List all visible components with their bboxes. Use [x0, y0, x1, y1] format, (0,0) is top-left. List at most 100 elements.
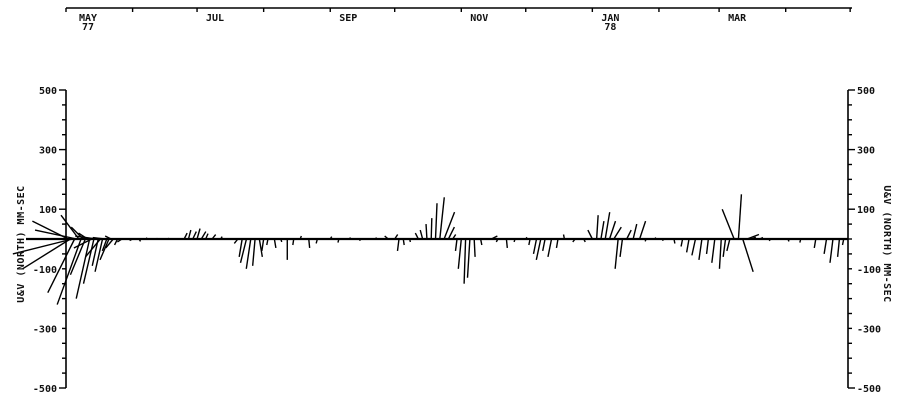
vector-stick	[155, 237, 158, 240]
vector-stick	[759, 236, 764, 240]
vector-stick	[600, 221, 605, 240]
vector-stick	[626, 229, 632, 240]
vector-stick	[374, 237, 378, 240]
vector-stick	[813, 238, 817, 249]
vector-stick	[525, 236, 528, 240]
vector-stick	[22, 238, 71, 270]
vector-stick	[619, 238, 624, 257]
vector-stick	[402, 238, 405, 246]
vector-stick	[691, 238, 697, 256]
y-tick-label: -500	[33, 384, 57, 395]
vector-stick	[105, 238, 114, 249]
y-axis-left: 500 300 100 -100 -300 -500	[33, 86, 67, 395]
vector-stick	[113, 238, 119, 246]
vector-stick	[84, 238, 101, 258]
vector-stick	[473, 238, 476, 257]
vector-stick	[721, 208, 735, 240]
y-axis-label-left: U&V (NORTH) MM-SEC	[16, 185, 27, 302]
vector-stick	[12, 238, 73, 255]
vector-stick	[613, 226, 622, 240]
vector-stick	[829, 238, 834, 263]
vector-stick	[457, 238, 462, 269]
vector-stick	[841, 238, 845, 246]
vector-stick	[196, 228, 201, 240]
y-tick-label: 100	[857, 205, 875, 216]
vector-stick	[722, 238, 727, 257]
vector-stick	[528, 238, 531, 246]
vector-stick	[75, 235, 97, 240]
vector-stick	[495, 238, 499, 243]
vector-stick	[315, 238, 319, 244]
y-tick-label: -500	[857, 384, 881, 395]
y-axis-label-right: U&V (NORTH) MM-SEC	[881, 185, 892, 302]
vector-stick	[614, 238, 619, 269]
vector-stick	[787, 238, 790, 242]
vector-stick	[211, 234, 217, 240]
vector-stick	[823, 238, 828, 255]
vector-stick	[542, 238, 546, 252]
y-tick-label: 300	[39, 146, 57, 157]
vector-stick	[505, 238, 509, 249]
time-tick-label: MAR	[728, 13, 747, 24]
vector-stick	[116, 238, 123, 243]
vector-stick	[261, 238, 265, 252]
vector-stick	[535, 238, 542, 261]
vector-sticks	[12, 194, 845, 305]
vector-stick	[233, 238, 239, 244]
vector-stick	[425, 224, 428, 240]
vector-stick	[187, 229, 192, 240]
time-tick-label: JAN	[601, 13, 619, 24]
vector-stick	[587, 229, 593, 240]
y-tick-label: -300	[857, 324, 881, 335]
vector-stick	[479, 238, 483, 246]
vector-stick	[329, 236, 333, 240]
vector-stick	[348, 237, 352, 240]
y-tick-label: 300	[857, 146, 875, 157]
vector-stick	[751, 236, 757, 240]
vector-stick	[711, 238, 716, 263]
vector-stick	[419, 229, 424, 240]
vector-stick	[75, 238, 91, 299]
vector-stick	[447, 226, 455, 240]
vector-stick	[200, 231, 207, 240]
y-tick-label: -100	[33, 265, 57, 276]
vector-stick	[654, 237, 657, 240]
vector-stick	[47, 238, 76, 293]
vector-stick	[82, 238, 95, 284]
y-tick-label: 500	[857, 86, 875, 97]
vector-stick	[513, 238, 516, 243]
vector-stick	[337, 238, 340, 243]
vector-stick	[718, 238, 722, 269]
vector-stick	[532, 238, 538, 255]
vector-stick	[562, 234, 566, 240]
vector-stick	[726, 238, 731, 252]
vector-stick	[638, 220, 647, 240]
vector-stick	[92, 236, 105, 240]
vector-stick	[359, 238, 361, 242]
vector-stick	[443, 211, 456, 240]
time-tick-label: JUL	[206, 13, 224, 24]
time-tick-label: SEP	[339, 13, 357, 24]
vector-stick	[266, 238, 269, 246]
vector-stick	[167, 237, 170, 240]
vector-stick	[299, 235, 303, 240]
time-tick-sublabel: 77	[82, 22, 94, 33]
vector-stick	[661, 238, 664, 242]
vector-stick	[73, 238, 93, 249]
vector-stick	[466, 238, 471, 278]
vector-stick	[273, 238, 277, 249]
vector-stick	[746, 233, 760, 240]
vector-stick	[56, 238, 82, 305]
time-tick-sublabel: 78	[604, 22, 616, 33]
vector-stick	[632, 223, 638, 240]
y-axis-right: 500 300 100 -100 -300 -500	[847, 86, 881, 395]
vector-stick	[698, 238, 703, 260]
vector-stick	[583, 238, 586, 243]
vector-stick	[673, 238, 676, 244]
y-tick-label: 100	[39, 205, 57, 216]
vector-stick	[238, 238, 243, 257]
y-tick-label: -300	[33, 324, 57, 335]
vector-stick	[555, 238, 559, 249]
y-tick-label: -100	[857, 265, 881, 276]
